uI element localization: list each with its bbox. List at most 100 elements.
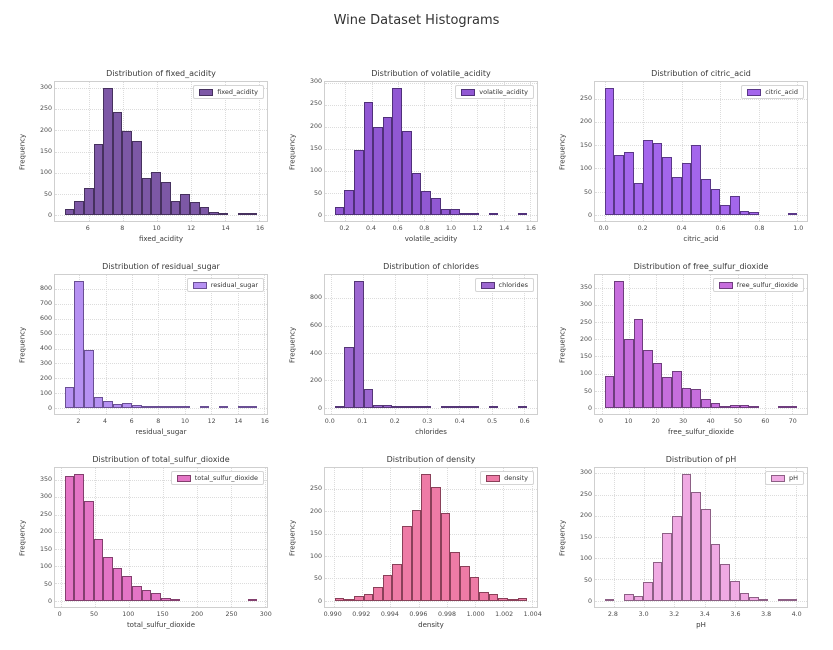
x-tick-label: 0.5 [487, 418, 498, 425]
gridline-vertical [735, 468, 737, 607]
x-tick-label: 0.1 [357, 418, 368, 425]
histogram-bar [440, 208, 451, 215]
gridline-vertical [503, 82, 505, 221]
gridline-vertical [105, 275, 107, 414]
x-tick-label: 0 [57, 611, 62, 618]
histogram-bar [373, 586, 383, 601]
subplot-title: Distribution of citric_acid [651, 69, 751, 78]
legend-label: free_sulfur_dioxide [736, 281, 798, 289]
x-tick-label: 1.004 [523, 611, 542, 618]
histogram-bar [344, 598, 354, 601]
histogram-bar [122, 403, 133, 408]
gridline-vertical [156, 82, 158, 221]
histogram-bar [710, 543, 721, 601]
histogram-bar [459, 212, 470, 215]
x-tick-label: 12 [187, 225, 196, 232]
x-tick-label: 0.4 [676, 225, 687, 232]
histogram-bar [402, 405, 412, 408]
gridline-horizontal [325, 126, 537, 128]
histogram-bar [334, 207, 345, 215]
histogram-bar [623, 594, 634, 601]
histogram-bar [652, 362, 663, 408]
gridline-vertical [477, 82, 479, 221]
histogram-bar [604, 88, 615, 215]
gridline-horizontal [595, 322, 807, 324]
histogram-bar [238, 405, 248, 408]
x-tick-label: 0.2 [339, 225, 350, 232]
gridline-vertical [263, 275, 265, 414]
histogram-bar [161, 181, 171, 215]
gridline-vertical [644, 468, 646, 607]
histogram-bar [633, 318, 644, 408]
histogram-bar [247, 212, 258, 215]
histogram-bar [141, 405, 152, 408]
gridline-vertical [345, 82, 347, 221]
histogram-bar [488, 405, 499, 408]
histogram-bar [662, 156, 673, 215]
histogram-bar [392, 405, 403, 408]
histogram-bar [238, 212, 248, 215]
x-tick-label: 0 [598, 418, 603, 425]
x-tick-label: 8 [120, 225, 125, 232]
legend-swatch [770, 474, 785, 482]
gridline-vertical [264, 468, 266, 607]
histogram-pH: Distribution of pH Frequency pH pH 0 50 10… [558, 454, 816, 640]
histogram-bar [450, 208, 460, 215]
y-tick-label: 0 [587, 598, 592, 606]
legend: volatile_acidity [455, 85, 534, 99]
histogram-bar [421, 474, 431, 601]
x-tick-label: 2 [76, 418, 81, 425]
x-tick-label: 1.2 [472, 225, 483, 232]
histogram-bar [373, 404, 383, 408]
histogram-bar [180, 194, 190, 215]
plot-area: chlorides [324, 274, 538, 415]
histogram-bar [112, 568, 123, 601]
x-tick-label: 4.0 [791, 611, 802, 618]
y-tick-label: 250 [579, 318, 592, 326]
histogram-bar [141, 178, 152, 215]
gridline-horizontal [325, 298, 537, 300]
histogram-bar [787, 598, 798, 601]
histogram-bar [373, 126, 383, 215]
gridline-vertical [765, 468, 767, 607]
gridline-horizontal [325, 148, 537, 150]
legend: citric_acid [741, 85, 804, 99]
x-tick-label: 16 [260, 418, 269, 425]
histogram-bar [604, 375, 615, 408]
gridline-horizontal [55, 289, 267, 291]
x-tick-label: 14 [234, 418, 243, 425]
gridline-vertical [531, 468, 533, 607]
y-tick-label: 200 [309, 377, 322, 385]
y-tick-label: 100 [309, 552, 322, 560]
subplot-title: Distribution of total_sulfur_dioxide [92, 455, 230, 464]
y-tick-label: 0 [587, 405, 592, 413]
y-tick-label: 50 [583, 387, 592, 395]
x-tick-label: 60 [761, 418, 770, 425]
histogram-bar [701, 399, 711, 408]
y-tick-label: 800 [39, 285, 52, 293]
histogram-bar [652, 562, 663, 601]
histogram-bar [344, 189, 354, 215]
histogram-bar [643, 582, 653, 601]
y-tick-label: 150 [579, 533, 592, 541]
y-tick-label: 100 [39, 563, 52, 571]
y-tick-label: 200 [579, 335, 592, 343]
gridline-vertical [737, 275, 739, 414]
histogram-bar [402, 526, 412, 601]
x-tick-label: 3.0 [638, 611, 649, 618]
histogram-volatile_acidity: Distribution of volatile_acidity Frequen… [288, 68, 546, 254]
x-tick-label: 0.0 [598, 225, 609, 232]
histogram-bar [132, 141, 142, 215]
gridline-vertical [330, 275, 332, 414]
x-axis-label: density [418, 621, 444, 629]
gridline-horizontal [55, 392, 267, 394]
y-tick-label: 150 [39, 545, 52, 553]
histogram-bar [691, 492, 701, 601]
gridline-horizontal [55, 109, 267, 111]
gridline-horizontal [55, 583, 267, 585]
y-tick-label: 250 [39, 105, 52, 113]
histogram-bar [199, 405, 210, 408]
y-tick-label: 350 [39, 475, 52, 483]
histogram-bar [691, 388, 701, 408]
legend-swatch [192, 281, 207, 289]
